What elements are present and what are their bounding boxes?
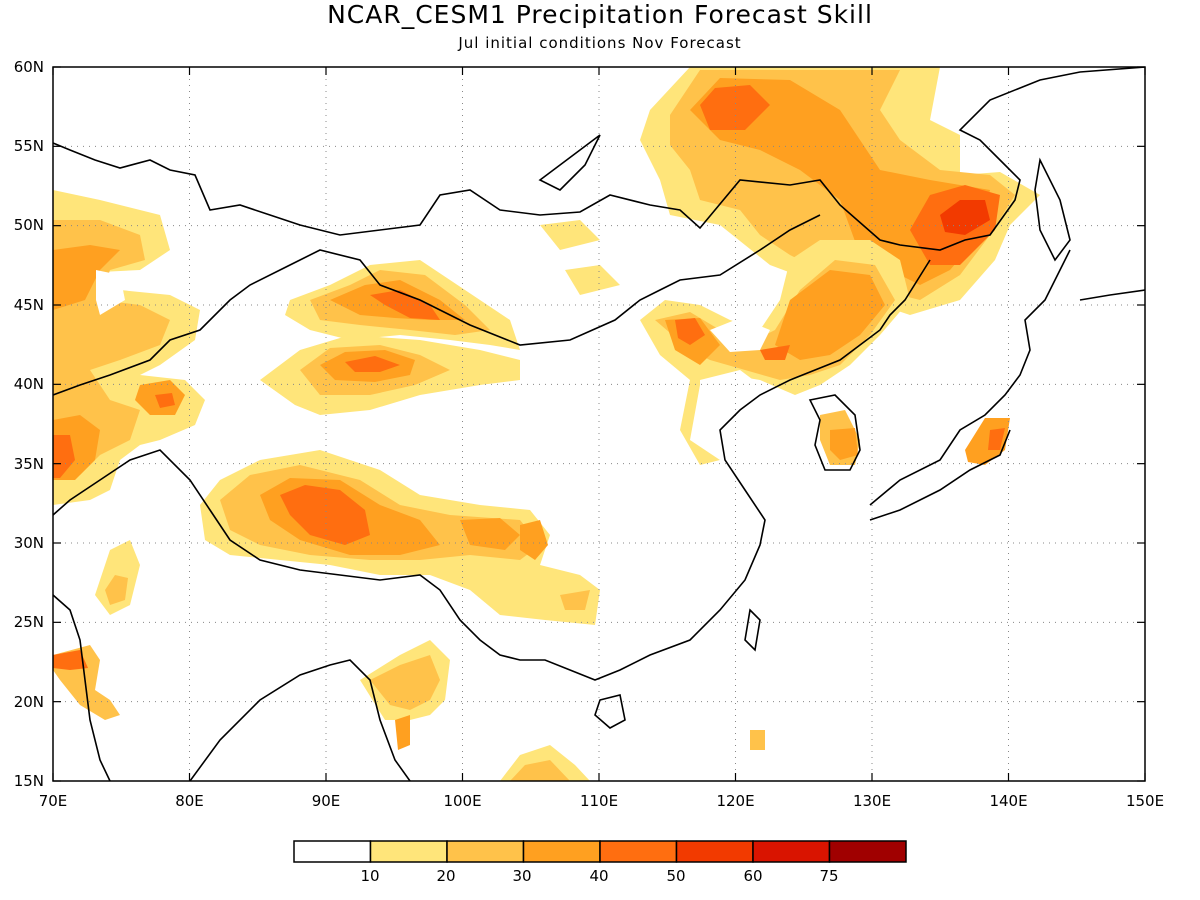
lat-tick-label: 60N — [14, 58, 44, 76]
coastlines — [53, 67, 1145, 781]
lon-tick-label: 110E — [580, 792, 618, 810]
legend-swatch — [369, 840, 448, 863]
legend-label: 60 — [743, 867, 762, 885]
lon-tick-label: 80E — [175, 792, 204, 810]
legend-swatch — [599, 840, 678, 863]
lat-tick-label: 20N — [14, 693, 44, 711]
lat-tick-label: 35N — [14, 455, 44, 473]
lon-tick-label: 140E — [989, 792, 1027, 810]
lat-tick-labels: 15N 20N 25N 30N 35N 40N 45N 50N 55N 60N — [14, 58, 44, 790]
skill-region-korea-japan — [820, 410, 1010, 465]
skill-region-mongolia — [285, 260, 520, 350]
skill-region-north-siberia — [640, 67, 1040, 315]
skill-region-northeast-china — [540, 220, 910, 465]
legend-label: 30 — [512, 867, 531, 885]
lon-tick-label: 100E — [443, 792, 481, 810]
lat-tick-label: 55N — [14, 137, 44, 155]
color-legend — [293, 840, 907, 863]
lat-tick-label: 45N — [14, 296, 44, 314]
lat-tick-label: 30N — [14, 534, 44, 552]
skill-region-tarim — [260, 335, 520, 415]
legend-label: 75 — [819, 867, 838, 885]
skill-mask-cutouts — [96, 270, 770, 425]
lon-tick-label: 90E — [312, 792, 341, 810]
lat-tick-label: 15N — [14, 772, 44, 790]
lon-tick-label: 70E — [39, 792, 68, 810]
legend-labels: 10 20 30 40 50 60 75 — [360, 867, 838, 885]
legend-label: 10 — [360, 867, 379, 885]
axis-ticks — [52, 66, 1146, 782]
map-title: NCAR_CESM1 Precipitation Forecast Skill — [327, 0, 873, 29]
lat-tick-label: 50N — [14, 216, 44, 234]
skill-region-central-asia — [53, 190, 205, 505]
skill-region-south-asia — [53, 540, 765, 781]
lon-tick-label: 130E — [853, 792, 891, 810]
legend-swatch — [675, 840, 754, 863]
legend-label: 40 — [589, 867, 608, 885]
legend-swatch — [446, 840, 525, 863]
skill-shading — [53, 67, 1040, 781]
legend-swatch — [752, 840, 831, 863]
legend-swatch — [828, 840, 907, 863]
legend-swatch — [522, 840, 601, 863]
skill-region-tibet — [200, 450, 600, 625]
lon-tick-label: 120E — [716, 792, 754, 810]
lon-tick-label: 150E — [1126, 792, 1164, 810]
legend-swatch — [293, 840, 372, 863]
legend-label: 50 — [666, 867, 685, 885]
lat-tick-label: 40N — [14, 375, 44, 393]
lat-tick-label: 25N — [14, 613, 44, 631]
map-subtitle: Jul initial conditions Nov Forecast — [458, 34, 742, 52]
legend-label: 20 — [436, 867, 455, 885]
lon-tick-labels: 70E 80E 90E 100E 110E 120E 130E 140E 150… — [39, 792, 1164, 810]
